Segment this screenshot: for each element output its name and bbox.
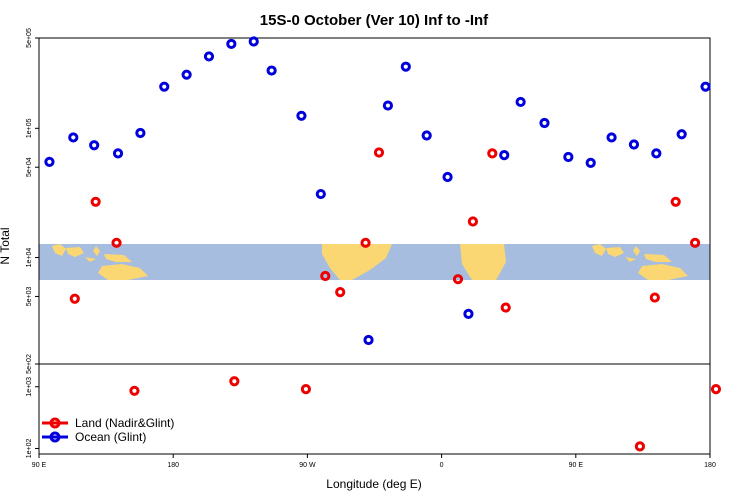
land-point: [360, 237, 371, 248]
land-patch-sulawesi-2: [633, 246, 640, 256]
ocean-point: [266, 65, 277, 76]
land-point: [689, 237, 701, 248]
land-point: [500, 302, 511, 313]
land-point: [129, 385, 140, 396]
land-point: [111, 237, 122, 248]
ocean-point: [89, 140, 100, 151]
ocean-point: [539, 117, 550, 129]
land-point: [373, 147, 385, 158]
land-point: [69, 293, 80, 304]
y-tick-label: 5e+05: [26, 28, 33, 48]
land-patch-new-guinea-2: [644, 254, 672, 262]
ocean-point: [515, 96, 526, 108]
ocean-point: [585, 157, 596, 168]
ocean-point: [159, 81, 170, 92]
data-points: [44, 36, 722, 452]
lower-panel-frame: [38, 363, 711, 455]
ocean-point: [203, 51, 215, 62]
land-patch-sulawesi: [93, 246, 100, 256]
land-patch-borneo-2: [606, 247, 624, 257]
y-tick-label: 1e+02: [26, 439, 33, 459]
legend-land-label: Land (Nadir&Glint): [75, 416, 174, 430]
land-patch-new-guinea: [104, 254, 132, 262]
land-patch-java-2: [625, 257, 636, 262]
ocean-point: [68, 132, 79, 143]
ocean-point: [442, 171, 453, 183]
land-point: [335, 287, 346, 298]
x-tick-label: 180: [167, 462, 179, 469]
land-patch-borneo: [66, 247, 84, 257]
ocean-point: [296, 110, 307, 121]
y-axis-label: N Total: [0, 227, 12, 264]
y-tick-label: 5e+04: [26, 157, 33, 177]
x-tick-label: 180: [704, 462, 716, 469]
land-patch-australia-2: [638, 264, 688, 280]
legend-ocean-label: Ocean (Glint): [75, 430, 146, 444]
ocean-point: [651, 148, 662, 159]
x-tick-label: 0: [440, 462, 444, 469]
land-patch-south-america: [322, 244, 392, 280]
x-tick-label: 90 E: [569, 462, 584, 469]
x-tick-label: 90 E: [32, 462, 47, 469]
land-patch-sumatra: [52, 244, 66, 256]
ocean-point: [181, 69, 192, 80]
land-patch-sumatra-2: [592, 244, 606, 256]
ocean-point: [499, 150, 510, 161]
land-point: [670, 196, 681, 207]
land-point: [452, 274, 464, 285]
land-point: [90, 196, 101, 207]
land-point: [634, 441, 646, 452]
x-axis-label: Longitude (deg E): [326, 477, 421, 491]
land-point: [229, 376, 240, 387]
y-tick-label: 1e+04: [26, 248, 33, 268]
ocean-point: [700, 81, 711, 92]
ocean-point: [382, 100, 394, 111]
land-point: [467, 216, 479, 227]
legend: Land (Nadir&Glint) Ocean (Glint): [42, 416, 174, 444]
ocean-point: [44, 156, 55, 167]
ocean-point: [226, 38, 237, 50]
upper-panel-frame: [38, 37, 711, 365]
legend-ocean-marker: [49, 431, 61, 443]
y-axis-upper: 5e+05 1e+05 5e+04 1e+04 5e+03 1e+03: [26, 28, 39, 397]
land-point: [710, 383, 722, 395]
ocean-point: [421, 130, 432, 141]
ocean-point: [676, 129, 687, 140]
ocean-point: [315, 188, 326, 200]
y-tick-label: 5e+03: [26, 287, 33, 307]
land-patch-africa: [460, 244, 506, 280]
world-map-band: [39, 244, 710, 280]
ocean-point: [628, 139, 640, 150]
land-point: [487, 148, 498, 159]
ocean-point: [112, 148, 124, 159]
ocean-point: [606, 132, 617, 143]
ocean-point: [463, 308, 474, 319]
ocean-point: [400, 61, 411, 72]
ocean-point: [563, 151, 574, 163]
y-tick-label: 5e+02: [26, 354, 33, 374]
legend-land-marker: [49, 417, 61, 429]
ocean-point: [248, 36, 259, 47]
y-axis-lower: 5e+02 1e+02: [26, 354, 39, 458]
x-tick-label: 90 W: [299, 462, 316, 469]
land-point: [320, 270, 331, 282]
x-axis: 90 E 180 90 W 0 90 E 180: [32, 454, 716, 469]
land-point: [649, 292, 660, 303]
chart-title: 15S-0 October (Ver 10) Inf to -Inf: [260, 12, 489, 29]
y-tick-label: 1e+03: [26, 377, 33, 397]
ocean-point: [363, 334, 374, 346]
ocean-point: [135, 127, 146, 139]
y-tick-label: 1e+05: [26, 118, 33, 138]
land-patch-java: [85, 257, 96, 262]
land-point: [300, 383, 312, 395]
land-patch-australia: [98, 264, 148, 280]
